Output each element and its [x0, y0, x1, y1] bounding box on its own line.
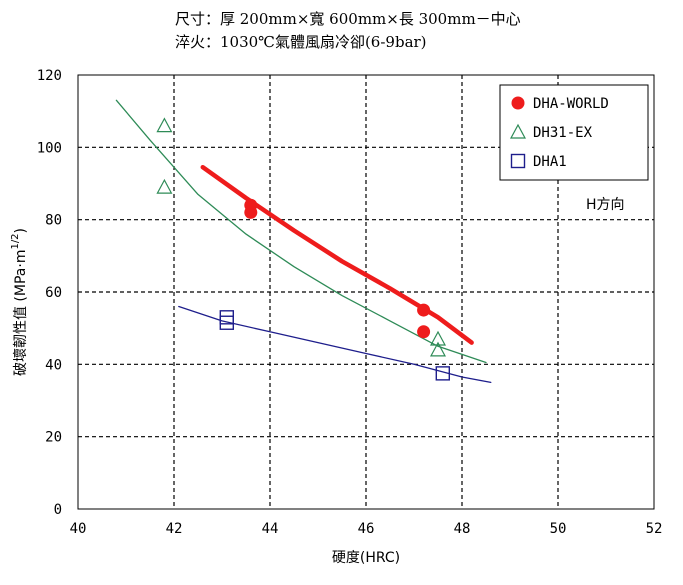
data-point-dha-world: [244, 205, 258, 219]
y-axis-label-sup: 1/2: [10, 233, 21, 249]
y-tick-label: 120: [37, 68, 62, 84]
direction-annotation: H方向: [586, 197, 625, 213]
y-axis-label-main: 破壞韌性值 (MPa·m: [13, 250, 29, 376]
data-point-dha-world: [417, 303, 431, 317]
x-tick-label: 50: [550, 521, 567, 537]
y-axis-label: 破壞韌性值 (MPa·m1/2): [10, 228, 29, 376]
legend-label-dh31-ex: DH31-EX: [533, 125, 593, 141]
y-tick-label: 40: [45, 357, 62, 373]
legend-label-dha-world: DHA-WORLD: [533, 96, 609, 112]
data-point-dh31-ex: [156, 178, 173, 194]
legend-marker-dh31-ex: [509, 123, 527, 139]
y-tick-labels: 0 20 40 60 80 100 120: [37, 68, 62, 518]
trend-line-dha1: [178, 305, 492, 384]
caption-quench: 淬火：1030℃氣體風扇冷卻(6-9bar): [175, 33, 427, 51]
x-tick-label: 44: [262, 521, 279, 537]
x-tick-label: 46: [358, 521, 375, 537]
x-tick-labels: 40 42 44 46 48 50 52: [70, 521, 663, 537]
y-tick-label: 80: [45, 213, 62, 229]
x-tick-label: 40: [70, 521, 87, 537]
y-tick-label: 60: [45, 285, 62, 301]
trend-line-dh31-ex: [115, 99, 487, 364]
x-axis-label: 硬度(HRC): [332, 550, 400, 566]
y-tick-label: 0: [54, 502, 62, 518]
plot-frame: [77, 74, 655, 510]
x-tick-label: 48: [454, 521, 471, 537]
legend: DHA-WORLD DH31-EX DHA1: [499, 84, 649, 181]
data-point-dha1: [219, 315, 235, 330]
x-tick-label: 42: [166, 521, 183, 537]
y-axis-label-end: ): [13, 228, 29, 233]
legend-label-dha1: DHA1: [533, 154, 567, 170]
data-point-dha1: [435, 366, 450, 381]
x-tick-label: 52: [646, 521, 663, 537]
data-point-dh31-ex: [156, 117, 173, 133]
caption-dimensions: 尺寸：厚 200mm×寬 600mm×長 300mm－中心: [175, 10, 521, 28]
data-point-dh31-ex: [429, 330, 447, 346]
data-point-dh31-ex: [429, 341, 447, 357]
trend-lines: [115, 99, 492, 384]
data-point-dha-world: [417, 325, 431, 339]
data-points: [156, 117, 450, 381]
legend-marker-dha-world: [511, 96, 525, 110]
legend-marker-dha1: [510, 153, 526, 169]
trend-line-dha-world: [200, 164, 474, 345]
y-tick-label: 100: [37, 140, 62, 156]
y-tick-label: 20: [45, 430, 62, 446]
